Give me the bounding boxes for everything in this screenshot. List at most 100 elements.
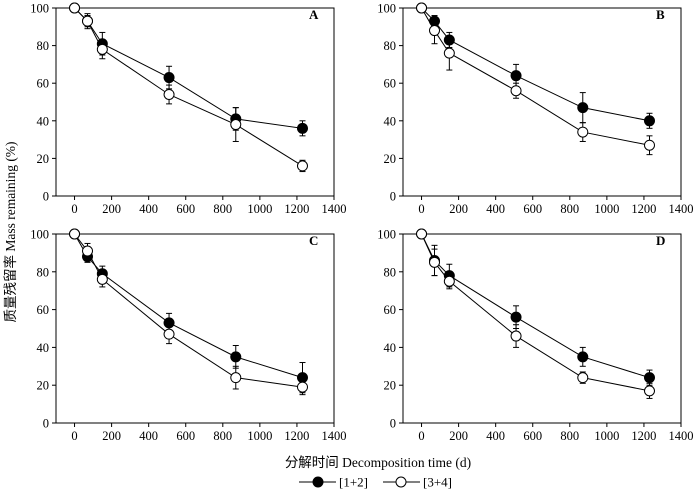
data-point-filled [230, 351, 242, 363]
x-tick-label: 0 [418, 429, 424, 443]
legend-item-1: [1+2] [299, 475, 368, 489]
data-point-filled [577, 351, 589, 363]
y-tick-label: 80 [384, 39, 397, 53]
x-tick-label: 600 [523, 429, 542, 443]
data-point-filled [429, 15, 441, 27]
x-tick-label: 800 [213, 202, 232, 216]
y-tick-label: 20 [384, 379, 397, 393]
y-tick-label: 40 [37, 341, 50, 355]
series-line-filled-d [421, 233, 650, 379]
data-point-filled [163, 317, 175, 329]
panel-letter-c: C [309, 233, 318, 248]
series-line-open-b [421, 7, 650, 146]
x-tick-label: 800 [560, 429, 579, 443]
data-point-filled [577, 102, 589, 114]
x-tick-label: 1200 [284, 429, 309, 443]
y-tick-label: 20 [384, 152, 397, 166]
x-tick-label: 800 [213, 429, 232, 443]
y-tick-label: 60 [37, 303, 50, 317]
data-point-open [96, 43, 108, 55]
y-tick-label: 60 [37, 77, 50, 91]
data-point-open [429, 25, 441, 37]
y-tick-label: 0 [43, 190, 49, 204]
y-tick-label: 60 [384, 303, 397, 317]
legend-label-2: [3+4] [423, 475, 452, 489]
y-tick-label: 40 [37, 114, 50, 128]
x-tick-label: 600 [176, 429, 195, 443]
x-tick-label: 600 [523, 202, 542, 216]
data-point-open [230, 372, 242, 384]
data-point-open [82, 15, 94, 27]
data-point-open [69, 2, 81, 14]
x-tick-label: 400 [139, 202, 158, 216]
x-tick-label: 1400 [322, 429, 347, 443]
x-tick-label: 1200 [631, 429, 656, 443]
x-tick-label: 400 [486, 202, 505, 216]
series-line-open-c [74, 233, 303, 388]
legend-marker-1 [312, 476, 324, 488]
x-tick-label: 1000 [247, 202, 272, 216]
x-tick-label: 200 [449, 429, 468, 443]
y-tick-label: 100 [30, 2, 49, 16]
series-line-open-a [74, 7, 303, 167]
y-tick-label: 100 [30, 228, 49, 242]
data-point-filled [510, 70, 522, 82]
data-point-filled [296, 372, 308, 384]
x-tick-label: 800 [560, 202, 579, 216]
data-point-open [443, 275, 455, 287]
legend-marker-2 [395, 476, 407, 488]
x-tick-label: 0 [418, 202, 424, 216]
panel-frame-d [402, 233, 682, 424]
panel-letter-a: A [309, 7, 319, 22]
x-tick-label: 1000 [594, 202, 619, 216]
panel-letter-d: D [656, 233, 665, 248]
data-point-filled [643, 372, 655, 384]
panel-d: 0 200 400 600 800 1000 1200 1400 0 20 40 60 80 100 D [377, 228, 693, 444]
y-tick-label: 100 [377, 228, 396, 242]
x-tick-label: 0 [71, 202, 77, 216]
data-point-filled [643, 115, 655, 127]
y-tick-label: 80 [384, 265, 397, 279]
x-tick-label: 200 [102, 202, 121, 216]
legend-label-1: [1+2] [339, 475, 368, 489]
x-tick-label: 0 [71, 429, 77, 443]
x-tick-label: 1400 [669, 429, 694, 443]
x-tick-label: 1200 [284, 202, 309, 216]
x-tick-label: 400 [486, 429, 505, 443]
x-tick-label: 1400 [669, 202, 694, 216]
panel-letter-b: B [656, 7, 665, 22]
x-tick-label: 600 [176, 202, 195, 216]
x-tick-label: 1400 [322, 202, 347, 216]
data-point-filled [443, 34, 455, 46]
y-tick-label: 20 [37, 152, 50, 166]
y-tick-label: 60 [384, 77, 397, 91]
y-axis-label: 质量残留率 Mass remaining (%) [2, 141, 18, 322]
data-point-open [443, 47, 455, 59]
y-tick-label: 0 [390, 417, 396, 431]
series-line-filled-a [74, 7, 303, 129]
x-tick-label: 1000 [247, 429, 272, 443]
panel-frame-c [55, 233, 335, 424]
data-point-open [577, 126, 589, 138]
data-point-open [416, 228, 428, 240]
data-point-open [643, 385, 655, 397]
data-point-filled [163, 72, 175, 84]
legend-item-2: [3+4] [383, 475, 452, 489]
data-point-open [577, 372, 589, 384]
data-point-filled [510, 311, 522, 323]
y-tick-label: 0 [43, 417, 49, 431]
panel-c: 0 200 400 600 800 1000 1200 1400 0 20 40 60 80 100 C [30, 228, 346, 444]
data-point-open [163, 328, 175, 340]
y-tick-label: 20 [37, 379, 50, 393]
data-point-open [429, 256, 441, 268]
data-point-open [510, 85, 522, 97]
data-point-open [643, 139, 655, 151]
y-tick-label: 40 [384, 341, 397, 355]
y-tick-label: 0 [390, 190, 396, 204]
data-point-open [416, 2, 428, 14]
x-tick-label: 200 [102, 429, 121, 443]
data-point-open [296, 381, 308, 393]
panel-frame-b [402, 7, 682, 197]
